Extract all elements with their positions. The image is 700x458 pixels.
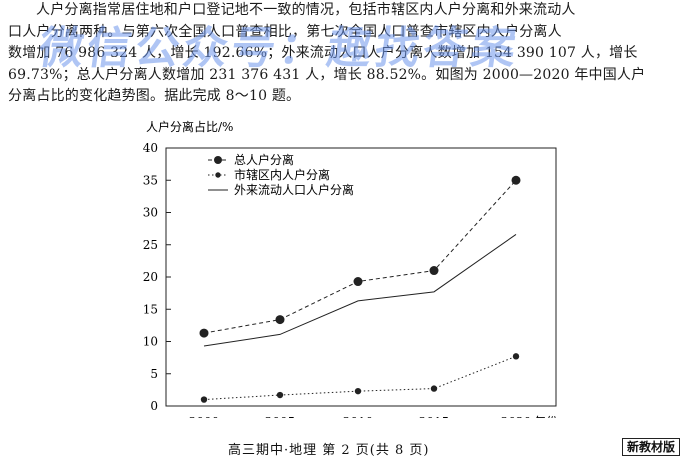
- legend-marker: [215, 172, 221, 178]
- data-point: [430, 385, 438, 392]
- data-point: [429, 266, 439, 276]
- y-tick-label: 30: [143, 206, 158, 220]
- legend-label: 市辖区内人户分离: [234, 167, 330, 182]
- question-paragraph: 人户分离指常居住地和户口登记地不一致的情况，包括市辖区内人户分离和外来流动人 口…: [8, 0, 696, 108]
- x-tick-label: 2000: [189, 415, 220, 418]
- x-tick-label: 2020: [501, 415, 532, 418]
- data-point: [199, 328, 209, 338]
- paragraph-line: 分离占比的变化趋势图。据此完成 8～10 题。: [8, 88, 301, 104]
- y-tick-label: 10: [143, 335, 158, 349]
- y-tick-label: 5: [150, 367, 158, 381]
- data-point: [276, 391, 284, 399]
- x-axis-label: 年份: [534, 415, 558, 418]
- data-point: [512, 353, 520, 360]
- legend-marker: [214, 156, 222, 164]
- edition-badge: 新教材版: [622, 438, 681, 456]
- paragraph-line: 人户分离指常居住地和户口登记地不一致的情况，包括市辖区内人户分离和外来流动人: [36, 2, 576, 18]
- data-point: [354, 387, 362, 395]
- y-tick-label: 0: [150, 399, 158, 413]
- paragraph-line: 口人户分离两种。与第六次全国人口普查相比，第七次全国人口普查市辖区内人户分离人: [8, 23, 562, 40]
- data-point: [200, 396, 208, 403]
- x-tick-label: 2015: [419, 415, 450, 418]
- series-line: [203, 234, 517, 347]
- y-axis-label: 人户分离占比/%: [146, 119, 233, 134]
- x-tick-label: 2005: [265, 415, 296, 418]
- y-tick-label: 25: [143, 238, 158, 252]
- legend-label: 总人户分离: [234, 152, 294, 167]
- data-point: [353, 277, 363, 287]
- page-number: 高三期中·地理 第 2 页(共 8 页): [228, 443, 430, 458]
- page-footer: 高三期中·地理 第 2 页(共 8 页) 新教材版: [0, 436, 700, 458]
- paragraph-line: 69.73%；总人户分离人数增加 231 376 431 人，增长 88.52%…: [8, 66, 646, 83]
- series-line: [203, 179, 517, 334]
- x-tick-label: 2010: [343, 415, 374, 418]
- plot-frame: [165, 147, 557, 407]
- y-tick-label: 15: [143, 302, 158, 316]
- y-tick-label: 20: [143, 270, 158, 284]
- data-point: [511, 175, 521, 185]
- paragraph-line: 数增加 76 986 324 人，增长 192.66%；外来流动人口人户分离人数…: [8, 45, 638, 61]
- trend-chart: 人户分离占比/% 0 5 10 15 20 25 30 35 40 2000 2005 2010 20…: [143, 119, 558, 418]
- y-tick-label: 40: [143, 141, 158, 155]
- y-tick-label: 35: [143, 173, 158, 187]
- data-point: [275, 315, 285, 325]
- legend-label: 外来流动人口人户分离: [234, 182, 354, 197]
